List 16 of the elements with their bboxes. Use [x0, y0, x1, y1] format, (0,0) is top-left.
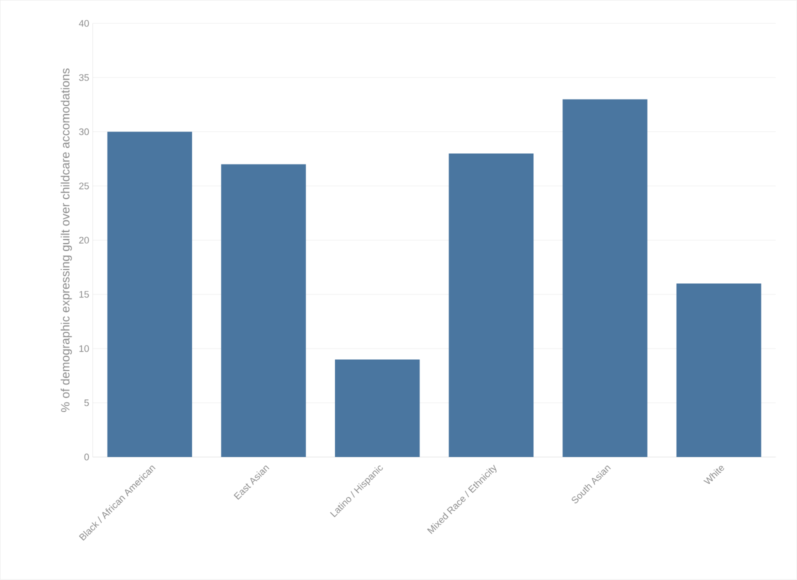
y-tick-label: 25 — [79, 182, 89, 190]
y-tick-label: 35 — [79, 74, 89, 81]
bar — [562, 99, 648, 458]
bar — [334, 360, 420, 458]
y-tick-label: 30 — [79, 128, 89, 136]
bar — [676, 284, 762, 458]
y-tick-label: 10 — [79, 345, 89, 352]
y-tick-label: 20 — [79, 236, 89, 244]
bar — [107, 132, 192, 458]
y-tick-label: 15 — [79, 291, 89, 298]
y-tick-label: 0 — [84, 454, 89, 460]
bar — [448, 154, 534, 458]
y-axis-title: % of demographic expressing guilt over childcare accomodations — [60, 68, 72, 412]
bar — [221, 164, 306, 458]
y-tick-label: 40 — [78, 20, 89, 27]
y-tick-label: 5 — [84, 400, 89, 406]
